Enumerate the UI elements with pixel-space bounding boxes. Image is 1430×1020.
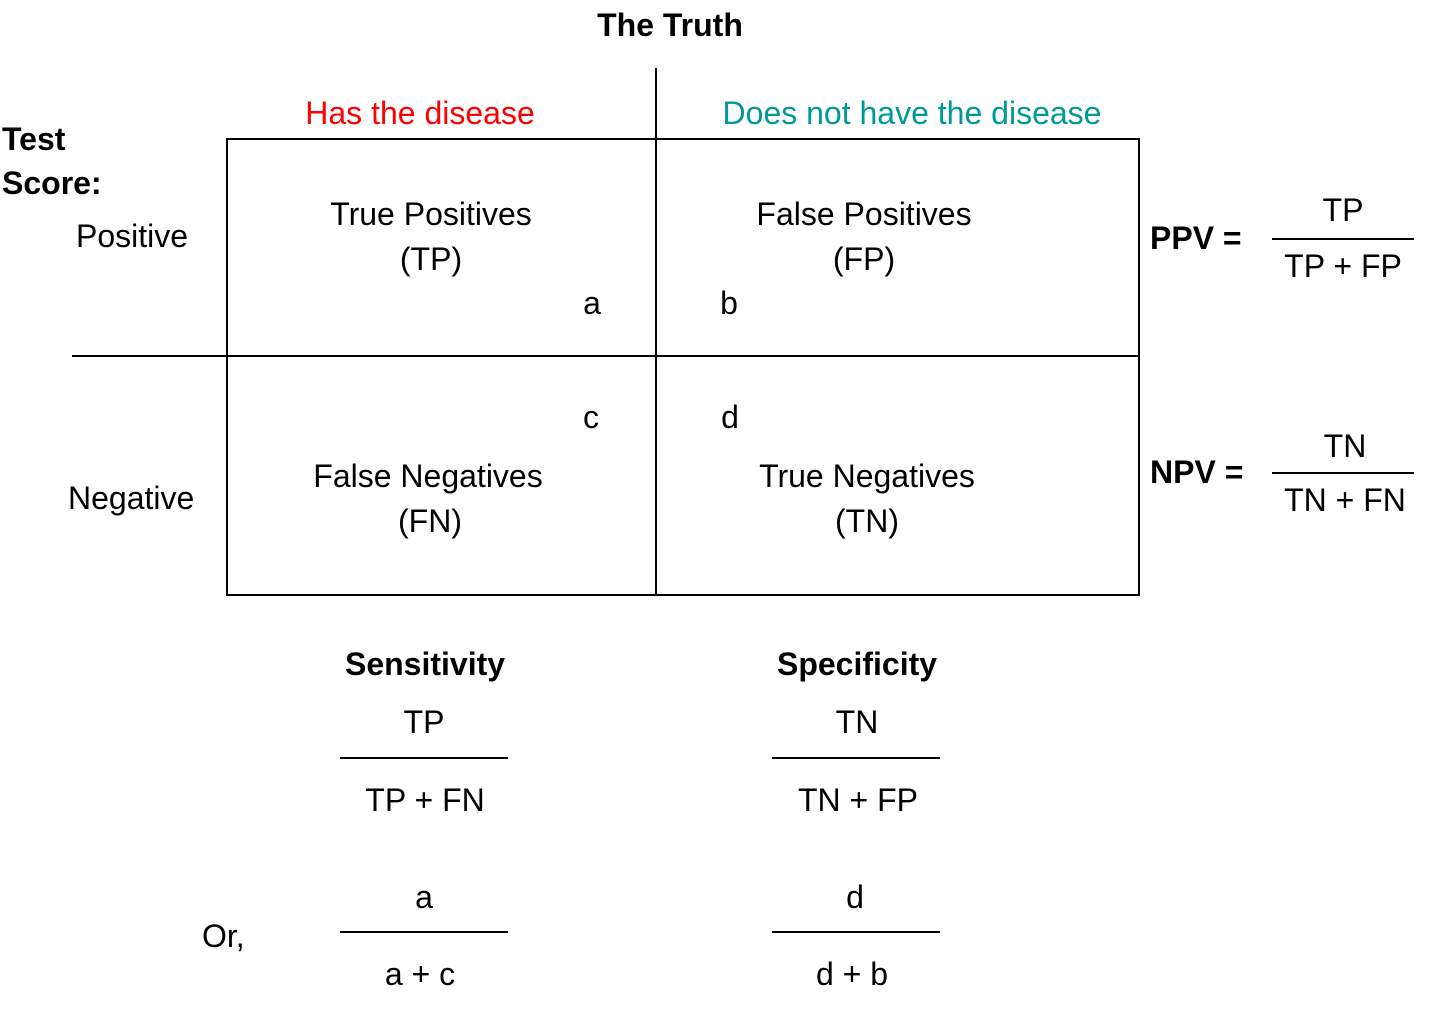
row-label-positive: Positive [76,218,189,254]
row-divider [72,355,1140,357]
ppv-numerator: TP [1322,192,1364,228]
specificity-denominator: TN + FP [797,782,919,818]
specificity-alt-fraction-bar [772,931,940,933]
cell-tp-letter: a [583,285,601,321]
or-label: Or, [202,918,245,954]
npv-fraction-bar [1272,472,1414,474]
diagram-title: The Truth [597,7,743,43]
ppv-denominator: TP + FP [1284,248,1402,284]
specificity-label: Specificity [776,646,938,682]
cell-tp-name: True Positives [330,196,532,232]
cell-fp-name: False Positives [756,196,972,232]
ppv-label: PPV = [1150,220,1242,256]
cell-tp-abbr: (TP) [399,241,463,277]
sensitivity-fraction-bar [340,757,508,759]
row-label-negative: Negative [68,480,195,516]
cell-tn-letter: d [721,399,739,435]
sensitivity-alt-denominator: a + c [384,956,456,992]
cell-fp-letter: b [720,285,738,321]
sensitivity-alt-numerator: a [415,879,433,915]
cell-fn-letter: c [583,399,599,435]
specificity-numerator: TN [835,704,879,740]
npv-label: NPV = [1150,454,1244,490]
npv-denominator: TN + FN [1284,482,1406,518]
cell-fn-name: False Negatives [313,458,543,494]
sensitivity-denominator: TP + FN [365,782,485,818]
column-header-no-disease: Does not have the disease [722,95,1102,131]
sensitivity-label: Sensitivity [344,646,506,682]
npv-numerator: TN [1323,428,1367,464]
contingency-table-border [226,138,1140,596]
sensitivity-numerator: TP [403,704,445,740]
cell-tn-name: True Negatives [759,458,975,494]
specificity-alt-numerator: d [846,879,864,915]
column-header-has-disease: Has the disease [305,95,535,131]
test-score-label: Test Score: [2,121,102,201]
ppv-fraction-bar [1272,238,1414,240]
cell-fn-abbr: (FN) [398,503,462,539]
cell-fp-abbr: (FP) [832,241,896,277]
specificity-fraction-bar [772,757,940,759]
sensitivity-alt-fraction-bar [340,931,508,933]
column-divider [655,68,657,596]
specificity-alt-denominator: d + b [815,956,889,992]
cell-tn-abbr: (TN) [835,503,899,539]
